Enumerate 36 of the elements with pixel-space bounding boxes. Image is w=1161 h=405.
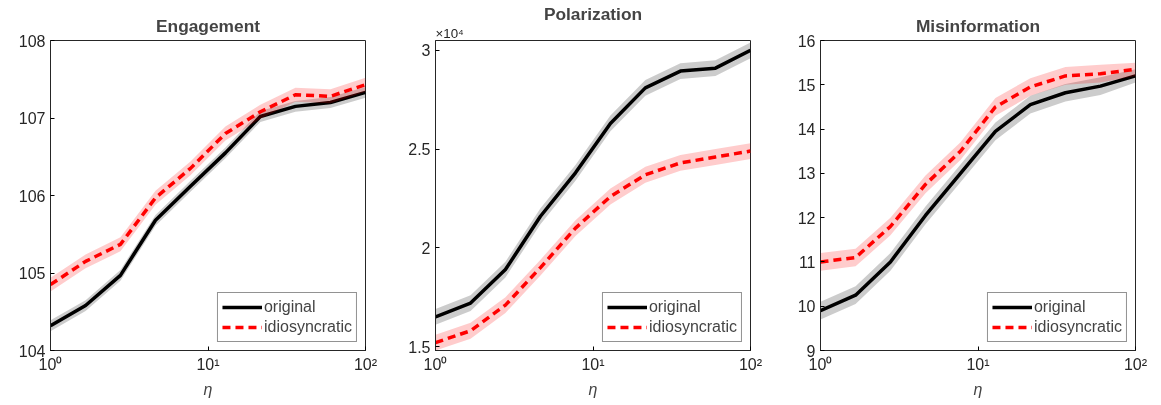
legend-label: idiosyncratic xyxy=(263,318,352,336)
y-tick-label: 107 xyxy=(18,110,46,127)
chart-title: Engagement xyxy=(156,15,261,36)
y-tick-label: 2.5 xyxy=(408,141,431,159)
x-axis-title: η xyxy=(203,380,213,398)
y-tick-label: 13 xyxy=(797,165,816,183)
x-axis-title: η xyxy=(973,380,983,398)
y-tick-label: 3 xyxy=(421,42,431,60)
y-tick-label: 10 xyxy=(797,298,816,316)
y-tick-label: 12 xyxy=(797,209,816,227)
legend-label: original xyxy=(648,298,701,316)
y-tick-label: 1.5 xyxy=(408,338,431,356)
y-tick-label: 106 xyxy=(18,187,46,205)
x-tick-label: 10² xyxy=(1123,355,1148,373)
x-tick-label: 10¹ xyxy=(966,355,990,373)
x-tick-label: 10⁰ xyxy=(423,355,448,373)
y-tick-label: 11 xyxy=(798,253,816,271)
legend-label: idiosyncratic xyxy=(1033,318,1122,336)
y-tick-label: 2 xyxy=(421,239,431,257)
text: ×10⁴ xyxy=(435,25,465,41)
legend-label: original xyxy=(1033,298,1086,316)
y-tick-label: 108 xyxy=(18,32,46,50)
x-tick-label: 10⁰ xyxy=(38,355,63,373)
x-tick-label: 10¹ xyxy=(196,355,220,373)
y-tick-label: 14 xyxy=(797,121,816,139)
y-tick-label: 105 xyxy=(18,265,46,282)
y-tick-label: 16 xyxy=(797,32,816,50)
x-tick-label: 10² xyxy=(353,355,378,373)
legend-label: idiosyncratic xyxy=(648,318,737,336)
x-axis-title: η xyxy=(588,380,598,398)
x-tick-label: 10¹ xyxy=(581,355,605,373)
y-tick-label: 15 xyxy=(797,76,816,94)
x-tick-label: 10² xyxy=(738,355,763,373)
chart-title: Misinformation xyxy=(915,15,1041,36)
legend-label: original xyxy=(263,298,316,316)
chart-title: Polarization xyxy=(543,3,643,24)
